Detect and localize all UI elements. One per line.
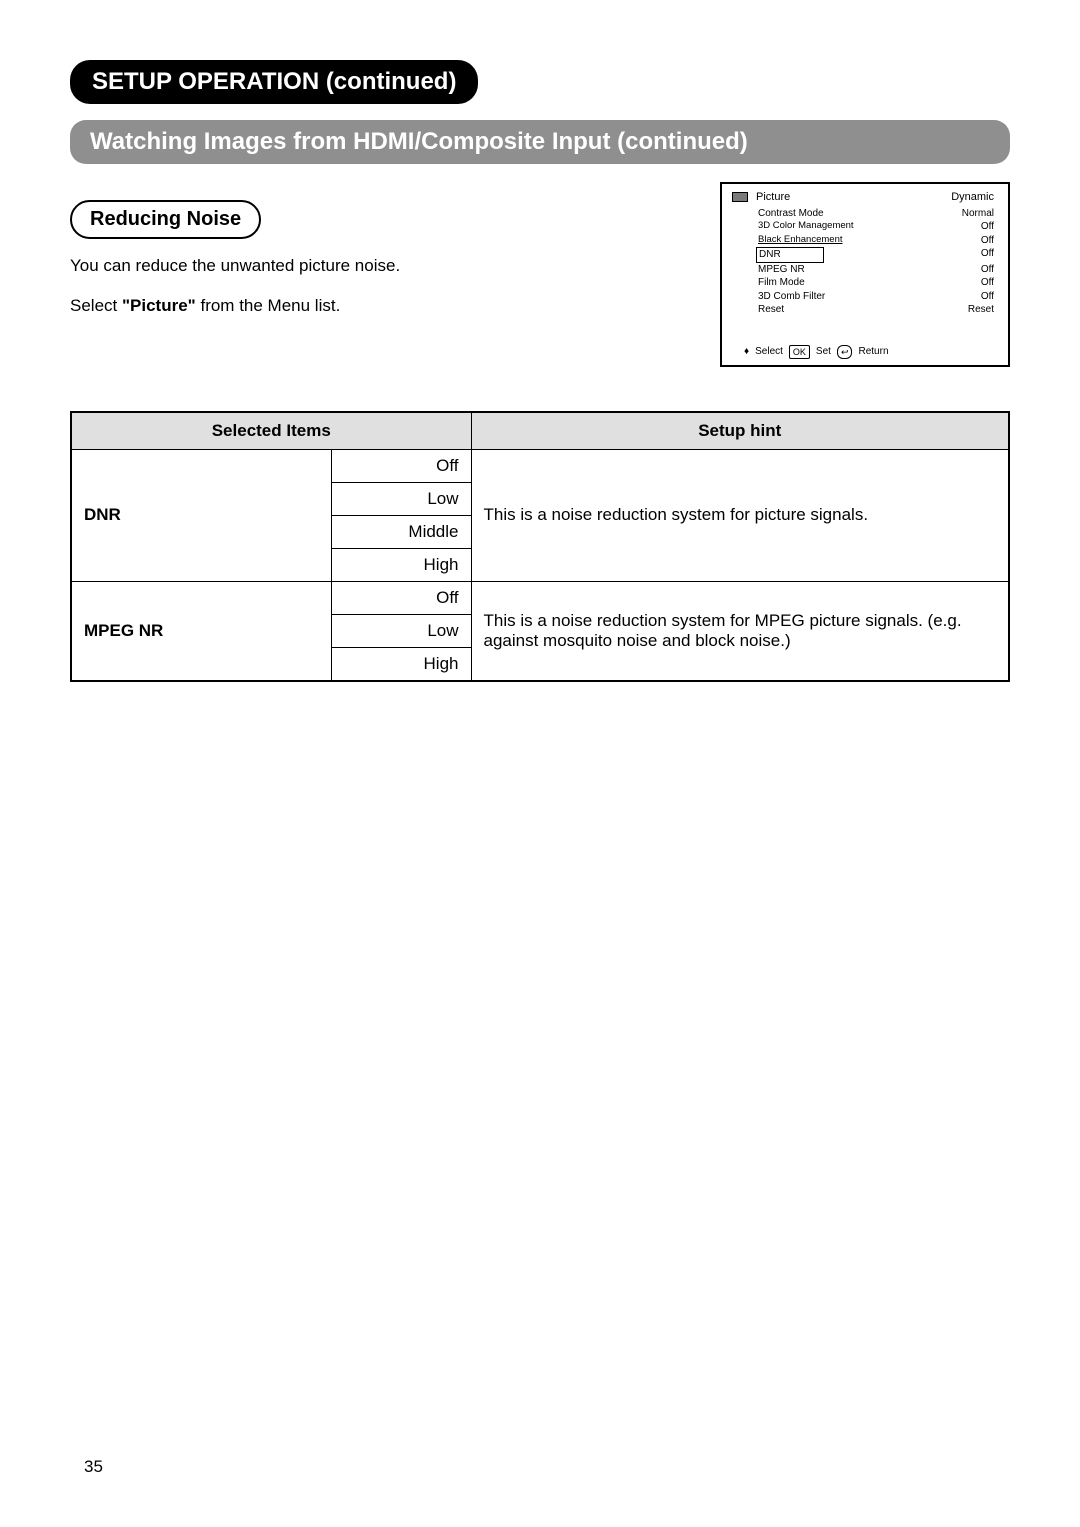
td-mpeg-opt-low: Low [331, 614, 471, 647]
osd-label-selected: DNR [756, 247, 824, 263]
osd-row-dnr: DNR Off [732, 247, 998, 263]
intro-bold: "Picture" [122, 296, 196, 315]
settings-table: Selected Items Setup hint DNR Off This i… [70, 411, 1010, 682]
section-title-reducing-noise: Reducing Noise [70, 200, 261, 239]
subsection-bar: Watching Images from HDMI/Composite Inpu… [70, 120, 1010, 164]
td-dnr-opt-off: Off [331, 449, 471, 482]
return-key-icon: ↩ [837, 345, 853, 359]
osd-title: Picture [754, 190, 951, 205]
osd-label: Contrast Mode [758, 207, 824, 221]
td-mpeg-name: MPEG NR [71, 581, 331, 681]
osd-footer-select: Select [755, 345, 783, 359]
td-dnr-opt-high: High [331, 548, 471, 581]
osd-label: 3D Comb Filter [758, 290, 825, 304]
osd-footer: ♦ Select OK Set ↩ Return [732, 345, 998, 359]
osd-row-reset: Reset Reset [732, 303, 998, 317]
osd-row-film: Film Mode Off [732, 276, 998, 290]
td-dnr-opt-low: Low [331, 482, 471, 515]
osd-value: Off [981, 276, 994, 290]
ok-key-icon: OK [789, 345, 810, 359]
updown-icon: ♦ [744, 345, 749, 359]
th-setup-hint: Setup hint [471, 412, 1009, 450]
osd-value: Reset [968, 303, 994, 317]
th-selected-items: Selected Items [71, 412, 471, 450]
intro-line-2: Select "Picture" from the Menu list. [70, 293, 720, 319]
intro-prefix: Select [70, 296, 122, 315]
osd-label: Black Enhancement [758, 234, 843, 248]
osd-label: Film Mode [758, 276, 805, 290]
td-mpeg-hint: This is a noise reduction system for MPE… [471, 581, 1009, 681]
osd-value: Off [981, 220, 994, 234]
td-mpeg-opt-off: Off [331, 581, 471, 614]
osd-value: Normal [962, 207, 994, 221]
td-dnr-hint: This is a noise reduction system for pic… [471, 449, 1009, 581]
osd-row-3dcolor: 3D Color Management Off [732, 220, 998, 234]
intro-suffix: from the Menu list. [196, 296, 341, 315]
osd-label: 3D Color Management [758, 220, 854, 234]
td-mpeg-opt-high: High [331, 647, 471, 681]
intro-line-1: You can reduce the unwanted picture nois… [70, 253, 720, 279]
osd-footer-return: Return [858, 345, 888, 359]
osd-value: Off [981, 234, 994, 248]
osd-row-black-enh: Black Enhancement Off [732, 234, 998, 248]
osd-title-value: Dynamic [951, 190, 998, 205]
osd-picture-menu: Picture Dynamic Contrast Mode Normal 3D … [720, 182, 1010, 367]
osd-label: MPEG NR [758, 263, 805, 277]
osd-value: Off [981, 290, 994, 304]
osd-value: Off [981, 247, 994, 263]
osd-row-3dcomb: 3D Comb Filter Off [732, 290, 998, 304]
osd-row-contrast: Contrast Mode Normal [732, 207, 998, 221]
td-dnr-name: DNR [71, 449, 331, 581]
td-dnr-opt-middle: Middle [331, 515, 471, 548]
osd-value: Off [981, 263, 994, 277]
menu-icon [732, 192, 748, 202]
osd-row-mpegnr: MPEG NR Off [732, 263, 998, 277]
osd-label: Reset [758, 303, 784, 317]
page-number: 35 [84, 1457, 103, 1477]
osd-footer-set: Set [816, 345, 831, 359]
setup-operation-heading: SETUP OPERATION (continued) [70, 60, 478, 104]
